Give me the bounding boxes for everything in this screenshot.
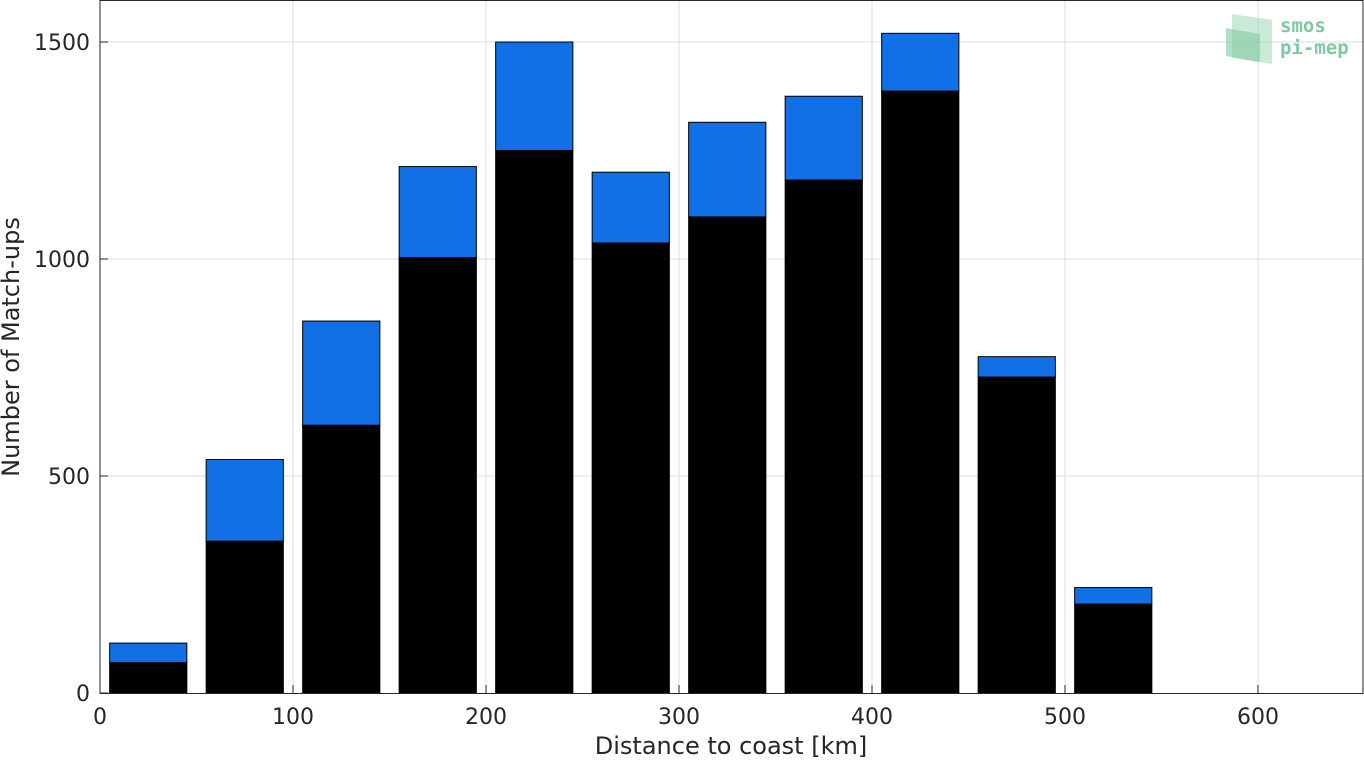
- y-tick-label: 500: [48, 465, 90, 490]
- bar-segment-blue: [495, 41, 574, 151]
- x-tick-label: 200: [465, 705, 507, 730]
- bar-segment-blue: [688, 121, 767, 218]
- bar-segment-blue: [591, 171, 670, 244]
- bar-segment-black: [1074, 603, 1153, 694]
- logo-text-line1: smos: [1280, 15, 1326, 37]
- bar-segment-blue: [784, 95, 863, 181]
- x-axis-label: Distance to coast [km]: [595, 732, 867, 760]
- logo-mark-inner: [1226, 28, 1260, 62]
- bar-segment-black: [591, 242, 670, 694]
- bar-segment-black: [205, 540, 284, 694]
- y-tick-label: 1000: [34, 248, 90, 273]
- y-tick-label: 0: [76, 682, 90, 707]
- bar-segment-blue: [1074, 587, 1153, 605]
- bar-segment-black: [688, 216, 767, 694]
- logo-text-line2: pi-mep: [1280, 37, 1349, 59]
- plot-frame: [99, 0, 1364, 694]
- y-tick-label: 1500: [34, 31, 90, 56]
- bar-segment-blue: [302, 320, 381, 426]
- y-axis-label: Number of Match-ups: [0, 217, 25, 477]
- x-tick-label: 400: [851, 705, 893, 730]
- smos-pi-mep-logo: smos pi-mep: [1226, 14, 1349, 64]
- x-tick-label: 0: [93, 705, 107, 730]
- bar-segment-blue: [205, 459, 284, 542]
- x-tick-label: 500: [1044, 705, 1086, 730]
- bar-segment-black: [302, 424, 381, 694]
- bar-segment-blue: [977, 356, 1056, 378]
- bar-segment-black: [109, 662, 188, 694]
- bar-segment-black: [784, 179, 863, 694]
- x-tick-label: 600: [1237, 705, 1279, 730]
- bar-segment-blue: [109, 642, 188, 664]
- bars: [109, 32, 1153, 694]
- bar-segment-blue: [881, 32, 960, 92]
- bar-segment-black: [398, 257, 477, 694]
- bar-segment-black: [977, 376, 1056, 694]
- axis-ticks: 0 100 200 300 400 500 600 0 500 1000 1500: [34, 31, 1279, 730]
- bar-segment-black: [881, 90, 960, 694]
- x-tick-label: 300: [658, 705, 700, 730]
- bar-segment-black: [495, 150, 574, 694]
- bar-segment-blue: [398, 166, 477, 259]
- x-tick-label: 100: [272, 705, 314, 730]
